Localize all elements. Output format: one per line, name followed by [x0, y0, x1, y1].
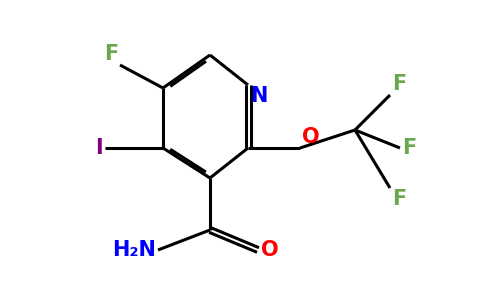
- Text: O: O: [261, 240, 279, 260]
- Text: H₂N: H₂N: [112, 240, 156, 260]
- Text: O: O: [302, 127, 319, 147]
- Text: F: F: [104, 44, 118, 64]
- Text: F: F: [392, 189, 406, 209]
- Text: I: I: [95, 138, 103, 158]
- Text: F: F: [392, 74, 406, 94]
- Text: N: N: [250, 86, 267, 106]
- Text: F: F: [402, 138, 416, 158]
